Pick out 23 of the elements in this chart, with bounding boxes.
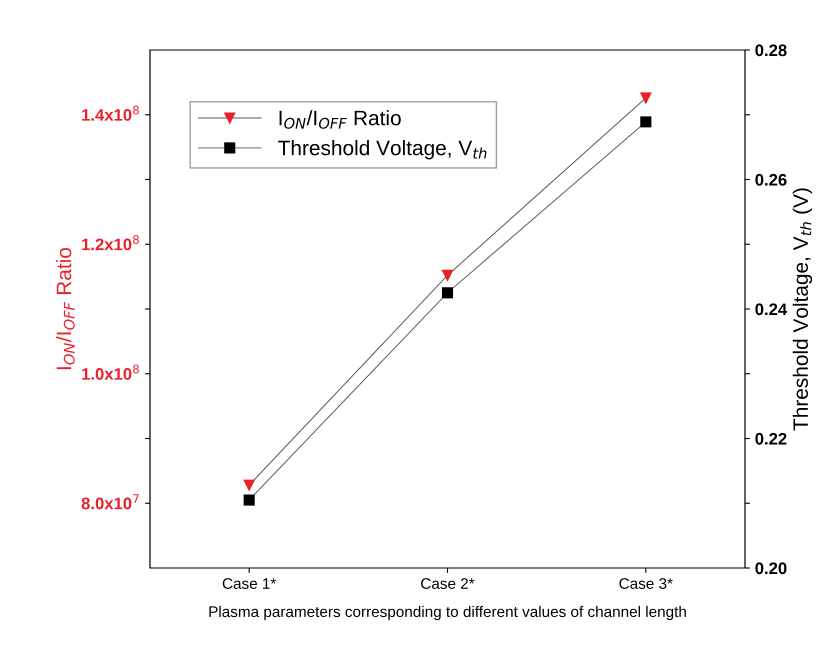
y-tick-label: 1.4x10$^{8}$: [82, 106, 139, 121]
point: [244, 480, 255, 491]
y2-axis-title: Threshold Voltage, V$_{th}$ (V): [792, 188, 812, 431]
legend-label: I$_{ON}$/I$_{OFF}$ Ratio: [280, 110, 401, 129]
y2-tick-label: 0.26: [755, 174, 787, 186]
point: [442, 270, 454, 281]
point: [244, 494, 255, 506]
y2-tick-label: 0.24: [755, 303, 788, 316]
legend-label: Threshold Voltage, V$_{th}$: [278, 140, 486, 160]
y-tick-label: 8.0x10$^{7}$: [82, 494, 139, 510]
y-tick-label: 1.0x10$^{8}$: [82, 364, 139, 380]
y-tick-label: 1.2x10$^{8}$: [82, 235, 139, 250]
x-tick-label: Case 3*: [619, 578, 673, 589]
y-axis-title: I$_{ON}$/I$_{OFF}$ Ratio: [56, 248, 75, 370]
x-tick-label: Case 2*: [421, 578, 474, 589]
x-tick-label: Case 1*: [222, 578, 276, 589]
y2-tick-label: 0.28: [755, 44, 787, 56]
point: [442, 287, 454, 298]
point: [640, 92, 652, 104]
point: [640, 116, 652, 128]
y2-tick-label: 0.22: [755, 432, 786, 445]
x-axis-title: Plasma parameters corresponding to different values of channel length: [209, 606, 686, 620]
y2-tick-label: 0.20: [755, 562, 786, 574]
